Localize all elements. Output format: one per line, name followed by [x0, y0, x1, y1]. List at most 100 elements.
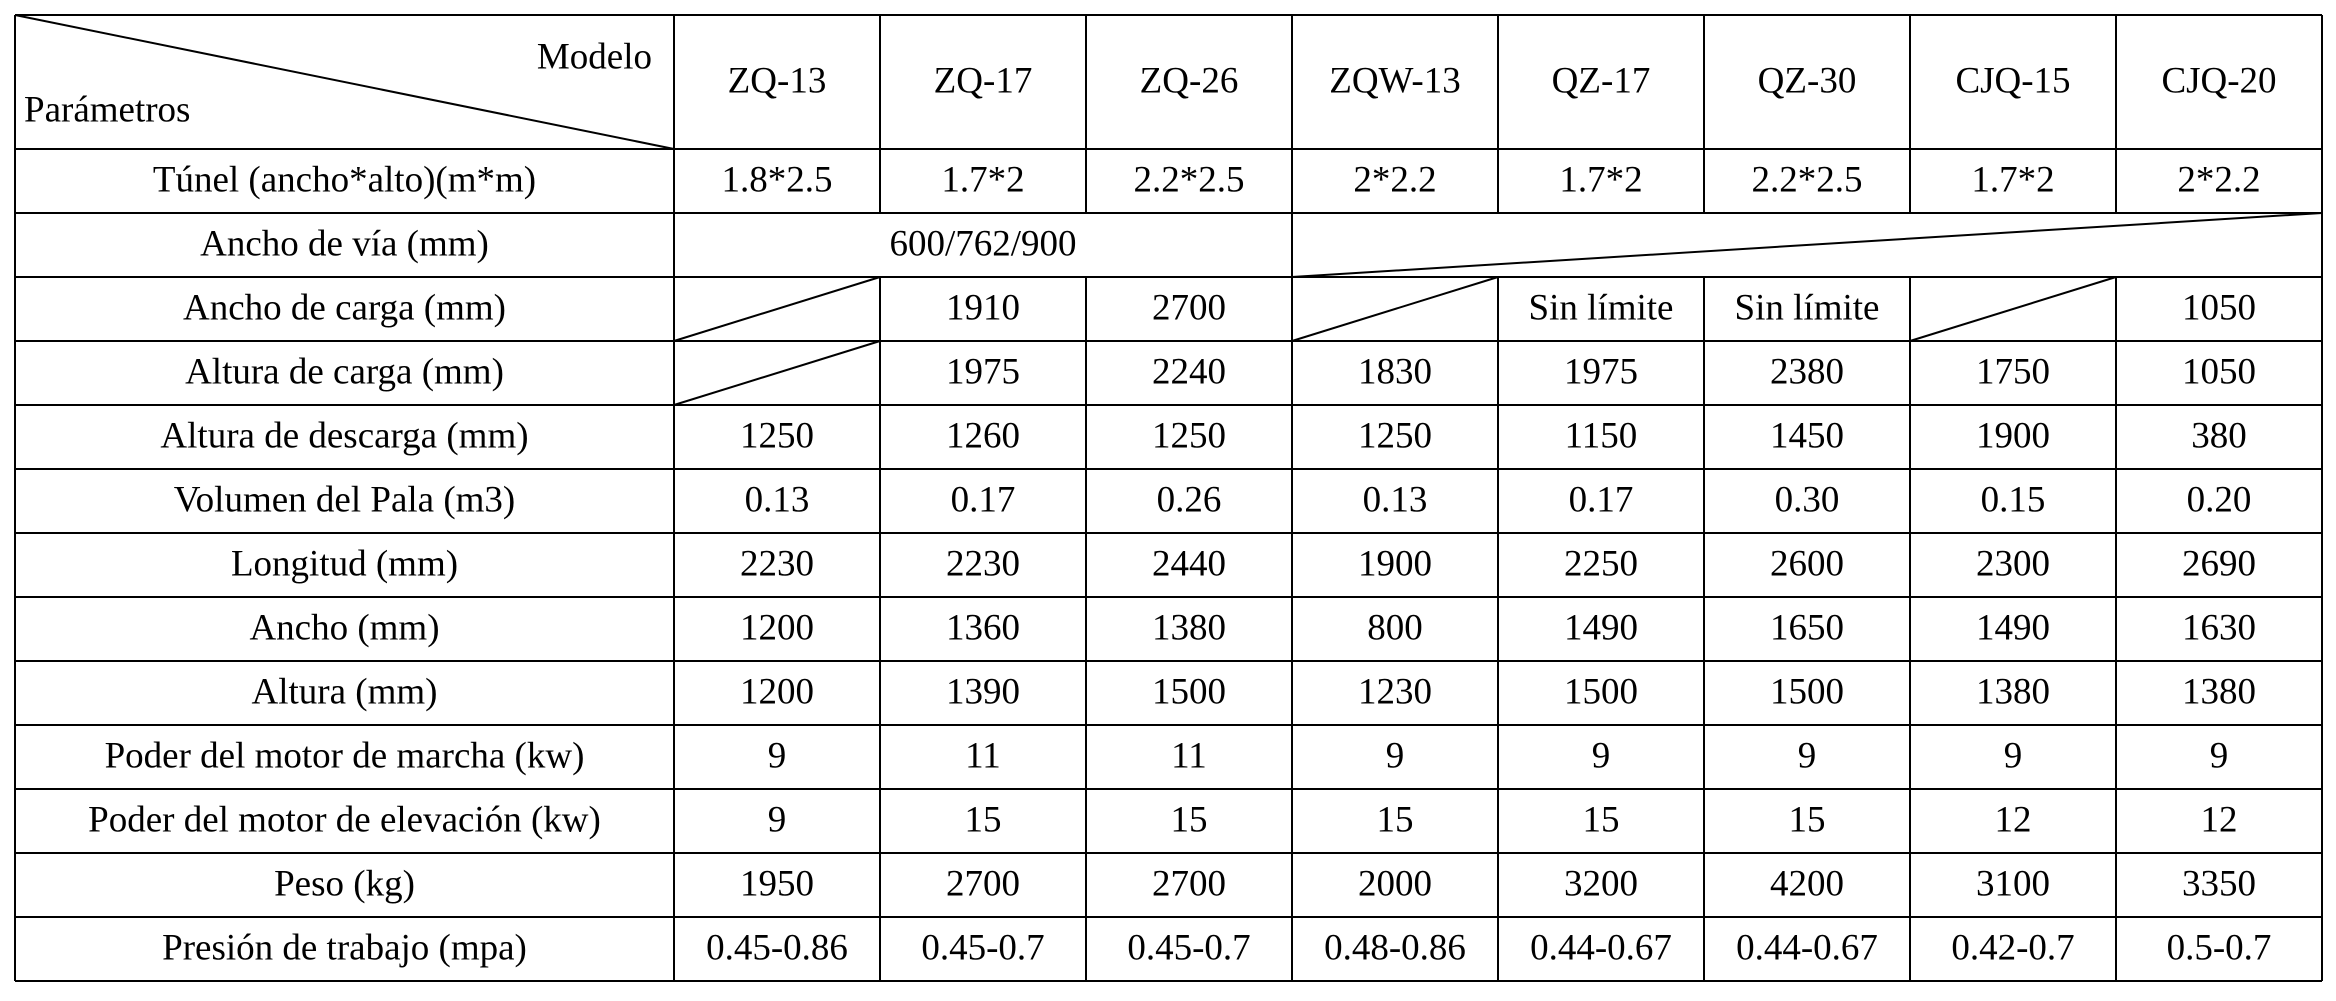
cell-value: 380	[2191, 415, 2247, 456]
cell-value: 0.17	[1569, 479, 1634, 520]
cell-value: 0.44-0.67	[1530, 927, 1672, 968]
cell-value: 1950	[740, 863, 814, 904]
cell-value: 1975	[1564, 351, 1638, 392]
cell-value: 0.44-0.67	[1736, 927, 1878, 968]
cell-value: 1150	[1565, 415, 1638, 456]
cell-value: 4200	[1770, 863, 1844, 904]
cell-value: 1830	[1358, 351, 1432, 392]
row-label: Presión de trabajo (mpa)	[162, 927, 527, 968]
cell-value: 2700	[1152, 863, 1226, 904]
row-label: Volumen del Pala (m3)	[174, 479, 516, 520]
row-label: Ancho de vía (mm)	[200, 223, 489, 264]
row-label: Ancho (mm)	[249, 607, 439, 648]
cell-value: 1900	[1976, 415, 2050, 456]
cell-value: 1380	[1976, 671, 2050, 712]
model-header: QZ-17	[1552, 60, 1651, 101]
cell-value: 0.45-0.7	[921, 927, 1044, 968]
row-label: Altura de descarga (mm)	[160, 415, 528, 456]
cell-value: 2690	[2182, 543, 2256, 584]
cell-value: 0.15	[1981, 479, 2046, 520]
cell-value: 12	[2201, 799, 2238, 840]
cell-value: 3200	[1564, 863, 1638, 904]
cell-value: 3350	[2182, 863, 2256, 904]
cell-value: 12	[1995, 799, 2032, 840]
cell-value: 2300	[1976, 543, 2050, 584]
cell-value: 2600	[1770, 543, 1844, 584]
cell-value: 1450	[1770, 415, 1844, 456]
cell-value: 1250	[1358, 415, 1432, 456]
cell-value: 1490	[1564, 607, 1638, 648]
cell-value: 0.42-0.7	[1951, 927, 2074, 968]
cell-value: 9	[768, 799, 787, 840]
cell-diagonal	[673, 340, 881, 406]
cell-value: 15	[1583, 799, 1620, 840]
cell-value: 2*2.2	[1353, 159, 1436, 200]
cell-value: 1500	[1564, 671, 1638, 712]
cell-value: 0.20	[2187, 479, 2252, 520]
cell-value: 2380	[1770, 351, 1844, 392]
cell-value: 1975	[946, 351, 1020, 392]
row-label: Peso (kg)	[274, 863, 415, 904]
cell-value: 1490	[1976, 607, 2050, 648]
cell-value: 9	[768, 735, 787, 776]
cell-value: 2.2*2.5	[1134, 159, 1245, 200]
cell-value: 1900	[1358, 543, 1432, 584]
cell-value: 0.13	[1363, 479, 1428, 520]
cell-value: 0.45-0.7	[1127, 927, 1250, 968]
cell-value: 800	[1367, 607, 1423, 648]
model-header: ZQ-26	[1140, 60, 1239, 101]
cell-value: 1910	[946, 287, 1020, 328]
cell-value: 15	[965, 799, 1002, 840]
cell-value: 1750	[1976, 351, 2050, 392]
header-diagonal	[14, 14, 675, 150]
cell-value: 1250	[740, 415, 814, 456]
cell-value: 11	[965, 735, 1001, 776]
cell-value: 1630	[2182, 607, 2256, 648]
model-header: QZ-30	[1758, 60, 1857, 101]
cell-value: 1360	[946, 607, 1020, 648]
cell-value: 1.7*2	[1559, 159, 1642, 200]
row-label: Ancho de carga (mm)	[183, 287, 506, 328]
model-header: CJQ-15	[1955, 60, 2070, 101]
cell-value: 1050	[2182, 287, 2256, 328]
cell-diagonal	[1291, 276, 1499, 342]
cell-value: 2*2.2	[2177, 159, 2260, 200]
cell-value: 1500	[1152, 671, 1226, 712]
model-header: ZQ-17	[934, 60, 1033, 101]
cell-value: 2000	[1358, 863, 1432, 904]
cell-value: 2250	[1564, 543, 1638, 584]
cell-value: 15	[1171, 799, 1208, 840]
cell-value: 1380	[1152, 607, 1226, 648]
cell-value: 2240	[1152, 351, 1226, 392]
cell-value: 1500	[1770, 671, 1844, 712]
model-header: ZQW-13	[1329, 60, 1461, 101]
cell-value: 1230	[1358, 671, 1432, 712]
cell-value: 15	[1789, 799, 1826, 840]
cell-value: 1260	[946, 415, 1020, 456]
cell-value: 9	[1386, 735, 1405, 776]
cell-value: 11	[1171, 735, 1207, 776]
cell-value: 1380	[2182, 671, 2256, 712]
cell-value: 0.48-0.86	[1324, 927, 1466, 968]
row-label: Altura (mm)	[252, 671, 438, 712]
row-label: Túnel (ancho*alto)(m*m)	[153, 159, 536, 200]
cell-diagonal	[1291, 212, 2323, 278]
cell-value: 0.13	[745, 479, 810, 520]
cell-value: 15	[1377, 799, 1414, 840]
cell-diagonal	[673, 276, 881, 342]
model-header: ZQ-13	[728, 60, 827, 101]
cell-value: 2700	[1152, 287, 1226, 328]
cell-value: 9	[1592, 735, 1611, 776]
corner-top: Modelo	[537, 36, 652, 77]
model-header: CJQ-20	[2161, 60, 2276, 101]
cell-value: 0.5-0.7	[2167, 927, 2272, 968]
cell-value: 1.7*2	[1971, 159, 2054, 200]
cell-value: 3100	[1976, 863, 2050, 904]
cell-value: 2.2*2.5	[1752, 159, 1863, 200]
row-label: Poder del motor de marcha (kw)	[105, 735, 585, 776]
cell-value: 0.26	[1157, 479, 1222, 520]
row-label: Longitud (mm)	[231, 543, 458, 584]
row-label: Altura de carga (mm)	[185, 351, 504, 392]
